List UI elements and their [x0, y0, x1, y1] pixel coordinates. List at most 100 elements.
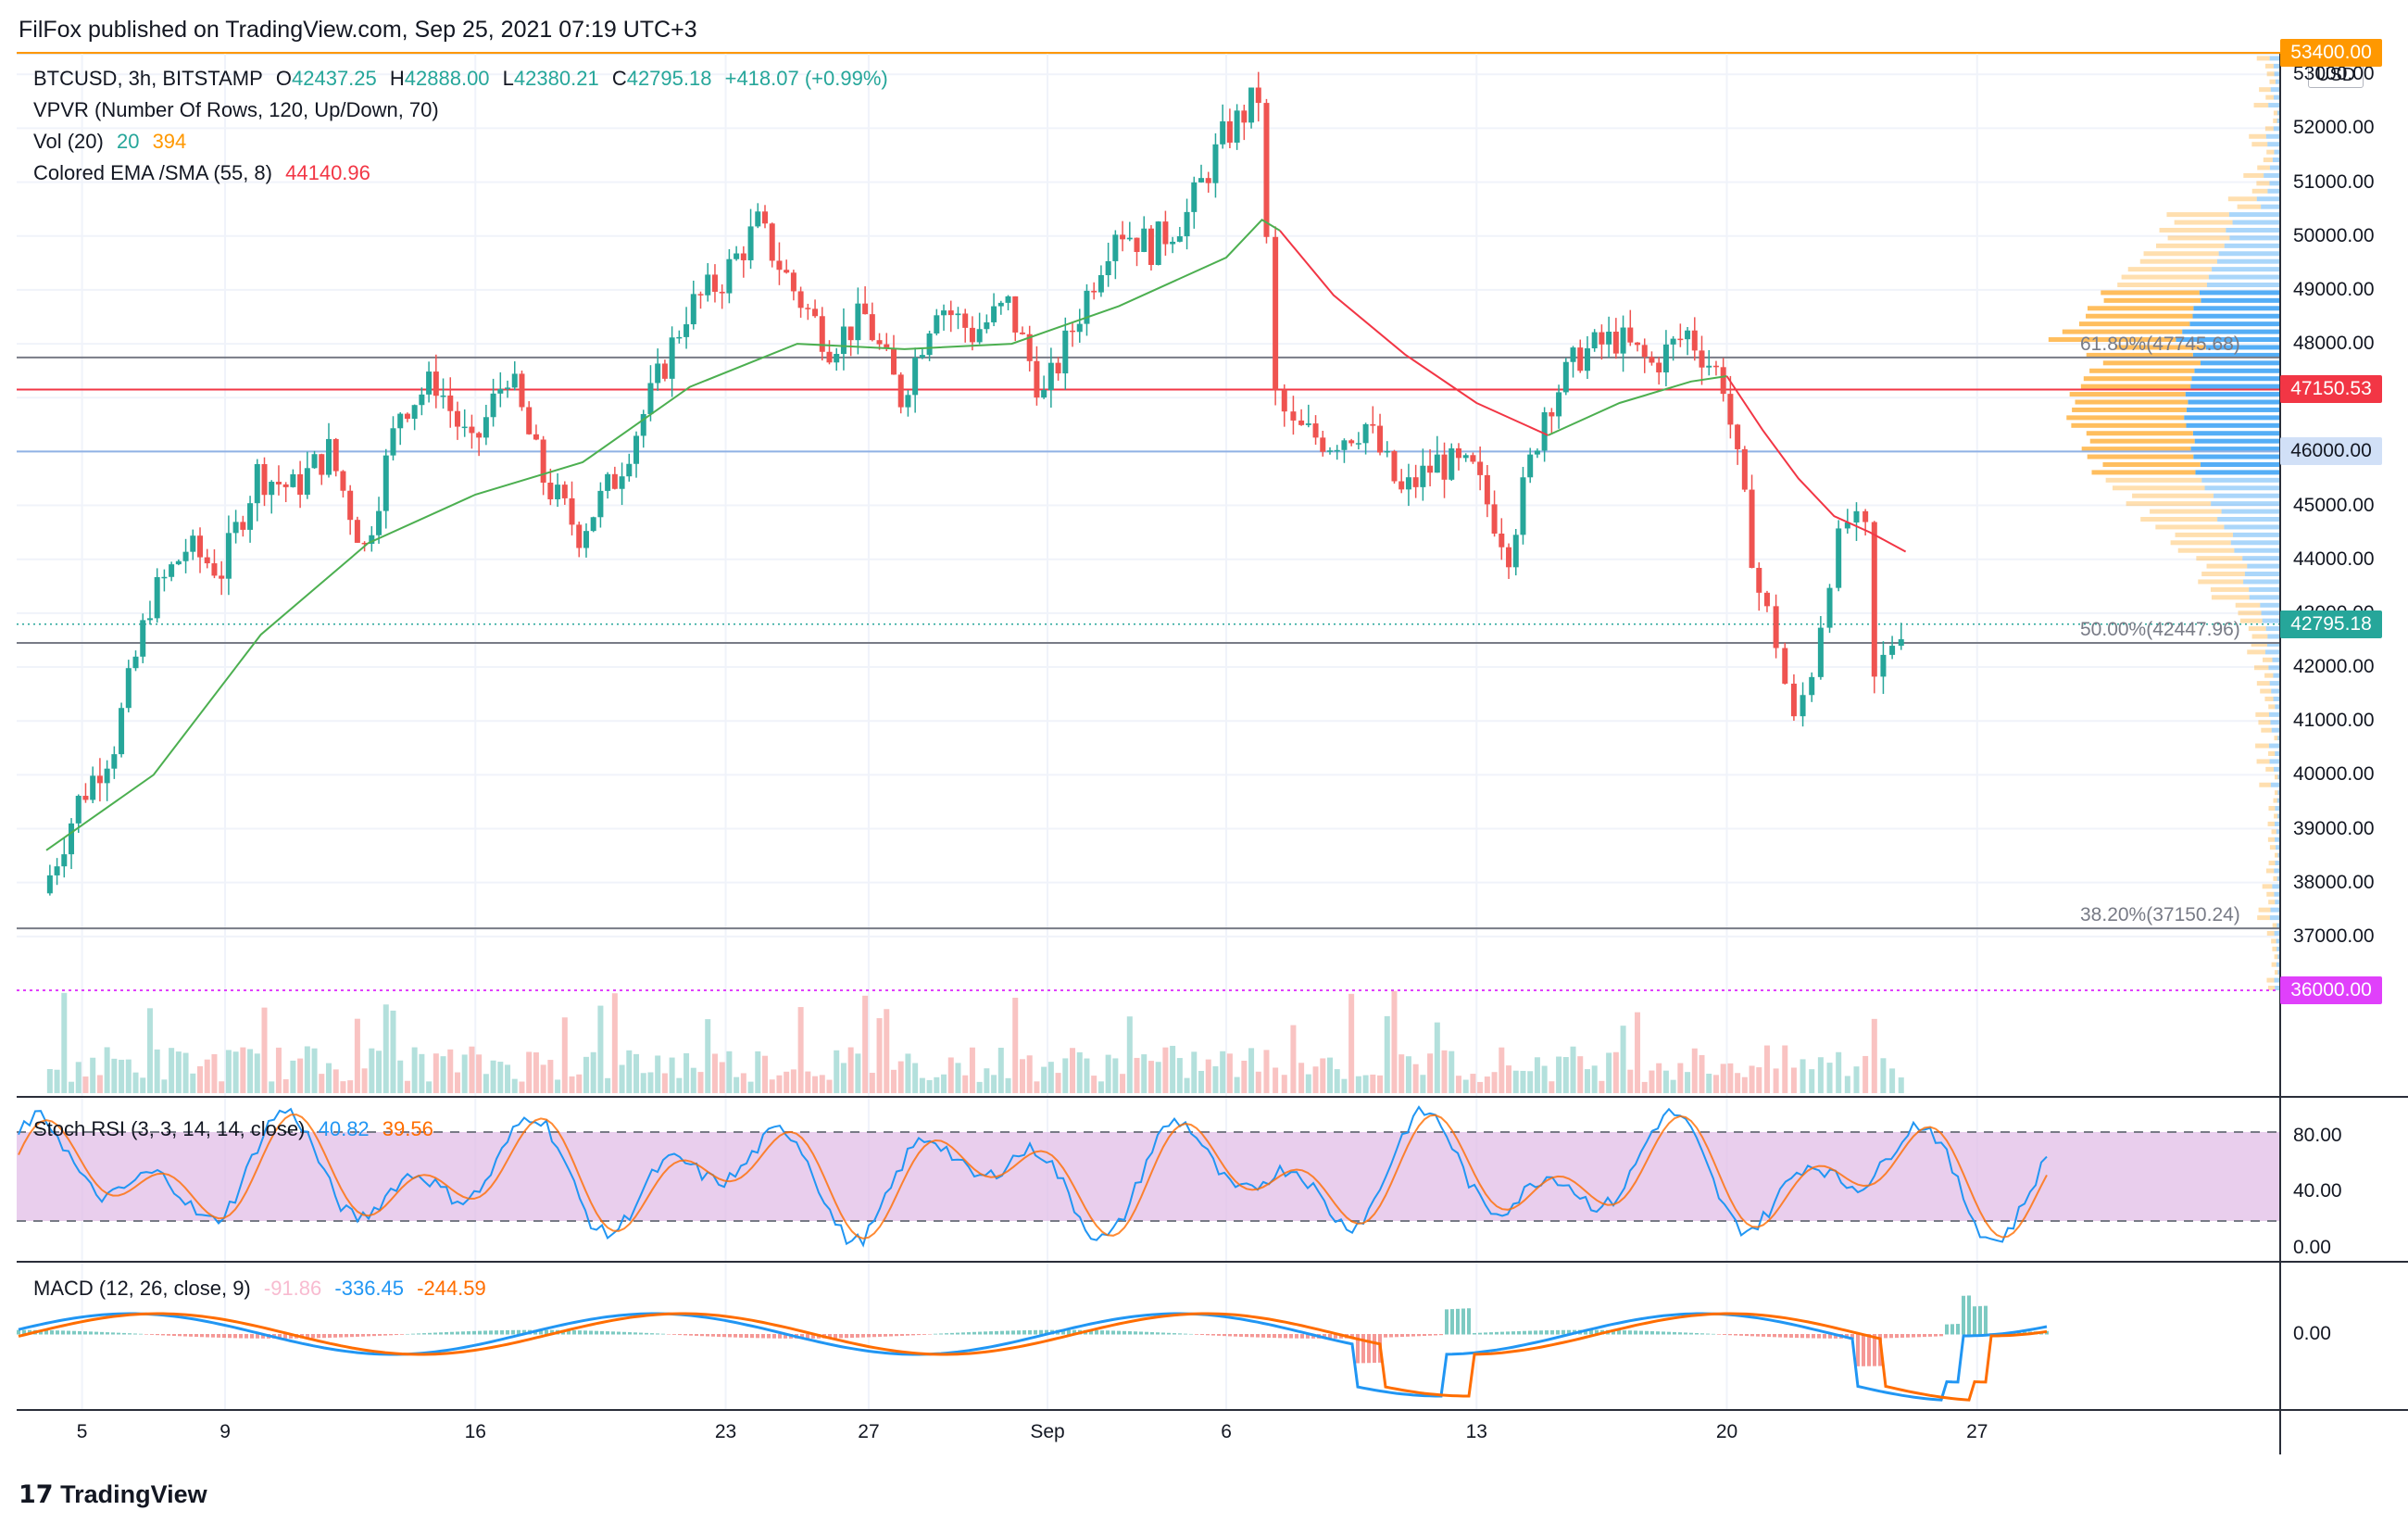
macd-hist-bar	[1956, 1324, 1960, 1335]
macd-legend[interactable]: MACD (12, 26, close, 9) -91.86 -336.45 -…	[33, 1277, 486, 1300]
macd-hist-bar	[611, 1331, 615, 1335]
macd-hist-bar	[1517, 1330, 1521, 1335]
currency-button[interactable]: USD	[2308, 63, 2364, 88]
macd-hist-bar	[1900, 1334, 1904, 1338]
macd-hist-bar	[2045, 1330, 2049, 1335]
macd-hist-bar	[206, 1334, 209, 1338]
macd-hist-value: -91.86	[263, 1277, 322, 1300]
macd-hist-bar	[517, 1329, 520, 1335]
macd-hist-bar	[1439, 1334, 1443, 1336]
macd-hist-bar	[984, 1331, 987, 1335]
macd-hist-bar	[1806, 1334, 1810, 1339]
macd-hist-bar	[1173, 1333, 1176, 1335]
volume-legend[interactable]: Vol (20) 20 394	[33, 130, 187, 153]
price-tick: 49000.00	[2293, 278, 2375, 300]
stoch-legend[interactable]: Stoch RSI (3, 3, 14, 14, close) 40.82 39…	[33, 1117, 433, 1140]
macd-hist-bar	[228, 1334, 232, 1339]
macd-hist-bar	[450, 1331, 454, 1335]
macd-hist-bar	[845, 1334, 848, 1339]
macd-hist-bar	[1684, 1332, 1687, 1335]
macd-hist-bar	[1445, 1309, 1449, 1335]
macd-hist-bar	[333, 1334, 337, 1338]
tradingview-logo[interactable]: 𝟭𝟳 TradingView	[19, 1480, 207, 1508]
macd-hist-bar	[1817, 1334, 1821, 1339]
macd-hist-bar	[1728, 1334, 1732, 1336]
macd-hist-bar	[872, 1334, 876, 1338]
macd-hist-bar	[89, 1331, 93, 1335]
macd-hist-bar	[1862, 1334, 1865, 1366]
macd-hist-bar	[695, 1334, 698, 1336]
time-tick: 27	[858, 1421, 880, 1442]
macd-hist-bar	[956, 1332, 959, 1335]
macd-hist-bar	[1006, 1330, 1010, 1335]
macd-hist-bar	[795, 1334, 798, 1339]
macd-hist-bar	[533, 1329, 537, 1335]
macd-hist-bar	[506, 1329, 509, 1335]
macd-hist-bar	[56, 1330, 59, 1335]
macd-hist-bar	[411, 1333, 415, 1335]
macd-hist-bar	[1617, 1329, 1621, 1335]
macd-hist-bar	[1117, 1330, 1121, 1335]
macd-hist-bar	[1834, 1334, 1837, 1339]
macd-hist-bar	[328, 1334, 332, 1338]
macd-hist-bar	[656, 1333, 659, 1335]
time-tick: 9	[219, 1421, 231, 1442]
macd-hist-bar	[256, 1334, 259, 1339]
macd-hist-bar	[1267, 1334, 1271, 1338]
macd-line	[18, 1312, 2048, 1402]
price-tick: 51000.00	[2293, 170, 2375, 193]
macd-hist-bar	[1089, 1329, 1093, 1335]
macd-hist-bar	[1356, 1334, 1360, 1364]
macd-hist-bar	[133, 1333, 137, 1335]
macd-hist-bar	[194, 1334, 198, 1338]
macd-hist-bar	[1645, 1330, 1649, 1335]
macd-hist-bar	[1556, 1329, 1560, 1335]
macd-hist-bar	[1867, 1334, 1871, 1366]
symbol-label[interactable]: BTCUSD, 3h, BITSTAMP	[33, 67, 263, 90]
macd-hist-bar	[1311, 1334, 1315, 1339]
price-tag: 53400.00	[2280, 39, 2382, 67]
macd-hist-bar	[861, 1334, 865, 1338]
ema-legend[interactable]: Colored EMA /SMA (55, 8) 44140.96	[33, 161, 370, 184]
macd-hist-bar	[917, 1334, 921, 1336]
macd-hist-bar	[633, 1332, 637, 1335]
price-tick: 39000.00	[2293, 817, 2375, 839]
macd-hist-bar	[1700, 1333, 1704, 1335]
macd-hist-bar	[1917, 1334, 1921, 1338]
macd-hist-bar	[1839, 1334, 1843, 1339]
macd-hist-bar	[761, 1334, 765, 1339]
macd-hist-bar	[1712, 1333, 1715, 1335]
macd-hist-bar	[628, 1332, 632, 1335]
macd-hist-bar	[1939, 1334, 1943, 1337]
macd-hist-bar	[1962, 1295, 1965, 1335]
macd-hist-bar	[561, 1329, 565, 1335]
macd-hist-bar	[1289, 1334, 1293, 1339]
macd-hist-bar	[1606, 1329, 1610, 1335]
macd-hist-bar	[778, 1334, 782, 1339]
macd-hist-bar	[1600, 1329, 1604, 1335]
macd-hist-bar	[1428, 1334, 1432, 1336]
macd-hist-bar	[1339, 1334, 1343, 1339]
macd-hist-bar	[995, 1330, 998, 1335]
macd-hist-bar	[1762, 1334, 1765, 1337]
open-value: 42437.25	[292, 67, 377, 90]
price-panel	[17, 54, 2280, 1098]
macd-hist-bar	[928, 1334, 932, 1335]
macd-hist-bar	[972, 1331, 976, 1335]
macd-hist-bar	[1589, 1329, 1593, 1335]
macd-hist-bar	[94, 1331, 98, 1335]
macd-hist-bar	[822, 1334, 826, 1339]
macd-hist-bar	[1084, 1329, 1087, 1335]
low-value: 42380.21	[513, 67, 599, 90]
macd-hist-bar	[884, 1334, 887, 1337]
macd-hist-bar	[222, 1334, 226, 1339]
macd-hist-bar	[2034, 1331, 2038, 1335]
macd-hist-bar	[422, 1333, 426, 1335]
macd-hist-bar	[144, 1334, 148, 1335]
macd-hist-bar	[1873, 1334, 1876, 1366]
macd-hist-bar	[1050, 1329, 1054, 1335]
macd-hist-bar	[1384, 1334, 1387, 1338]
macd-hist-bar	[350, 1334, 354, 1338]
macd-hist-bar	[717, 1334, 721, 1337]
vpvr-legend[interactable]: VPVR (Number Of Rows, 120, Up/Down, 70)	[33, 98, 439, 121]
